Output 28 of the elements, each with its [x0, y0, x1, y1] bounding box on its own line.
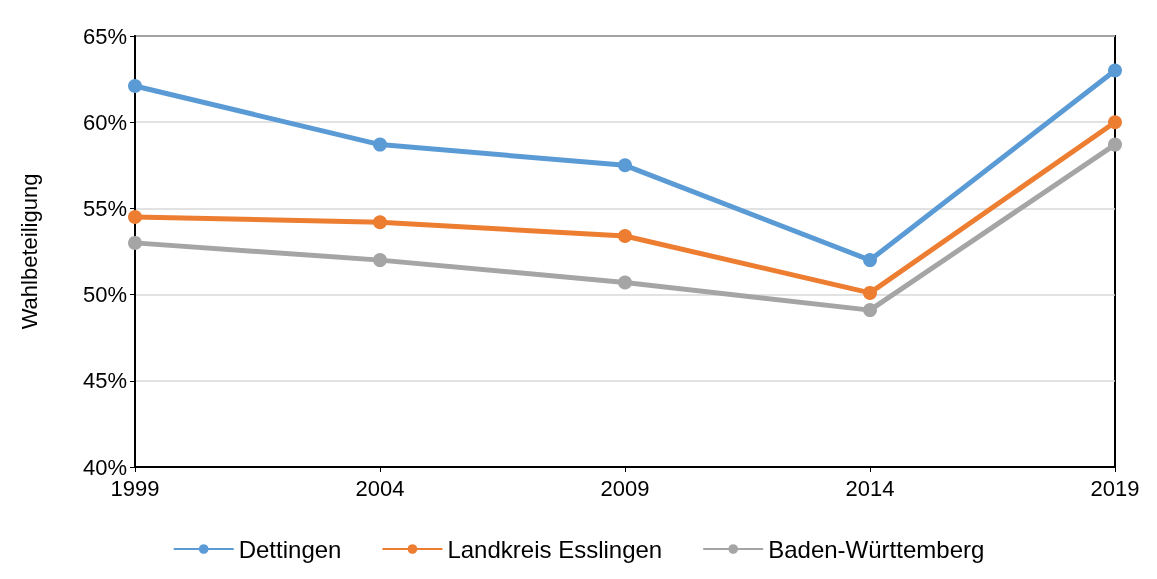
y-tick-label: 55%	[82, 195, 127, 221]
y-tick-label: 50%	[82, 282, 127, 308]
y-tick-label: 60%	[82, 109, 127, 135]
point	[863, 303, 877, 318]
point	[373, 253, 387, 268]
point	[863, 285, 877, 300]
x-tick-label: 2004	[355, 475, 405, 501]
point	[618, 275, 632, 290]
point	[128, 235, 142, 250]
y-tick-label: 45%	[82, 368, 127, 394]
point	[373, 215, 387, 230]
y-tick-label: 65%	[82, 23, 127, 49]
point	[863, 253, 877, 268]
legend-label: Baden-Württemberg	[768, 535, 985, 563]
point	[128, 210, 142, 225]
point	[618, 228, 632, 243]
x-tick-label: 2014	[845, 475, 895, 501]
point	[1108, 137, 1122, 152]
point	[1108, 63, 1122, 78]
point	[373, 137, 387, 152]
x-tick-label: 2019	[1090, 475, 1140, 501]
point	[618, 158, 632, 173]
point	[128, 79, 142, 93]
x-tick-label: 2009	[600, 475, 650, 501]
y-axis-title: Wahlbeteiligung	[16, 173, 42, 330]
legend-label: Landkreis Esslingen	[447, 535, 663, 563]
legend-label: Dettingen	[238, 535, 342, 563]
point	[1108, 115, 1122, 130]
